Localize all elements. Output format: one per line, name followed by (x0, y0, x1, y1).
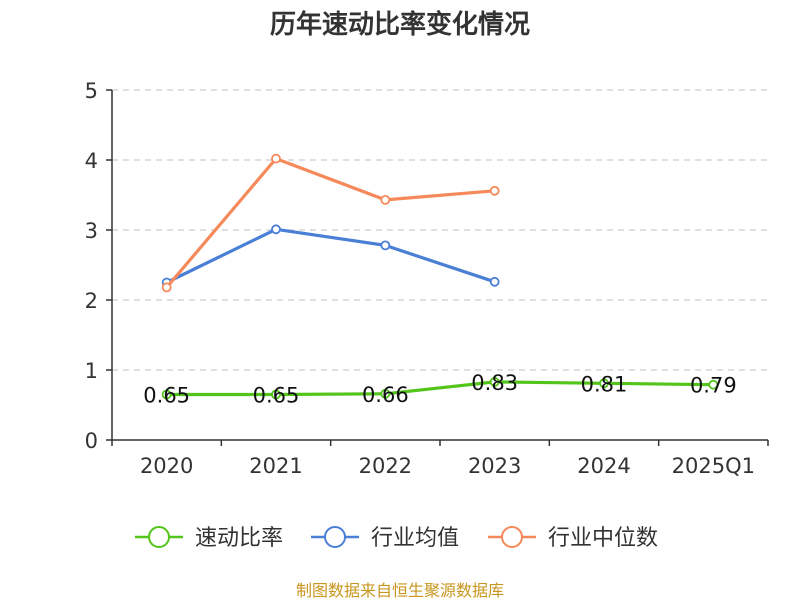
legend-marker (148, 526, 170, 548)
y-tick-label: 1 (85, 359, 98, 383)
legend-item[interactable]: 速动比率 (135, 526, 283, 551)
axis-layer: 0 1 2 3 4 5 2020 2021 2022 2023 2024 2025Q1 (85, 79, 769, 478)
data-label: 0.83 (471, 371, 518, 395)
data-point[interactable] (380, 240, 391, 251)
legend-marker (324, 526, 346, 548)
x-tick-label: 2023 (468, 454, 521, 478)
data-point[interactable] (161, 282, 172, 293)
x-tick-label: 2021 (249, 454, 302, 478)
legend-item[interactable]: 行业均值 (311, 526, 459, 551)
y-tick-label: 3 (85, 219, 98, 243)
x-tick-label: 2024 (577, 454, 630, 478)
data-point[interactable] (599, 378, 609, 389)
data-point[interactable] (489, 185, 500, 196)
y-tick-label: 4 (85, 149, 98, 173)
data-point[interactable] (380, 388, 391, 399)
legend[interactable]: 速动比率 行业均值 行业中位数 (135, 526, 658, 551)
series-layer (161, 153, 719, 400)
data-point[interactable] (271, 153, 281, 164)
series-line-0 (166, 380, 714, 397)
data-label: 0.79 (690, 374, 737, 398)
legend-label: 速动比率 (195, 526, 283, 551)
label-layer: 0.65 0.65 0.66 0.83 0.81 0.79 (143, 371, 736, 408)
legend-marker (501, 526, 523, 548)
legend-label: 行业均值 (371, 526, 459, 551)
x-tick-label: 2025Q1 (672, 454, 755, 478)
y-tick-label: 2 (85, 289, 98, 313)
data-point[interactable] (489, 276, 500, 287)
series-line-1 (165, 227, 496, 284)
data-label: 0.81 (581, 372, 628, 396)
data-point[interactable] (161, 389, 172, 400)
series-line-2 (165, 157, 495, 289)
y-tick-label: 0 (85, 429, 98, 453)
x-tick-label: 2022 (359, 454, 412, 478)
data-label: 0.65 (253, 384, 300, 408)
data-point[interactable] (271, 224, 281, 235)
data-point[interactable] (380, 194, 391, 205)
y-tick-label: 5 (85, 79, 98, 103)
data-label: 0.66 (362, 383, 409, 407)
source-note: 制图数据来自恒生聚源数据库 (296, 581, 504, 600)
data-point[interactable] (271, 389, 281, 400)
legend-label: 行业中位数 (548, 526, 658, 551)
data-label: 0.65 (143, 384, 190, 408)
chart-title: 历年速动比率变化情况 (270, 9, 530, 40)
grid-layer (112, 89, 768, 371)
x-tick-label: 2020 (140, 454, 193, 478)
data-point[interactable] (489, 376, 500, 387)
legend-item[interactable]: 行业中位数 (488, 526, 658, 551)
data-point[interactable] (708, 379, 719, 390)
